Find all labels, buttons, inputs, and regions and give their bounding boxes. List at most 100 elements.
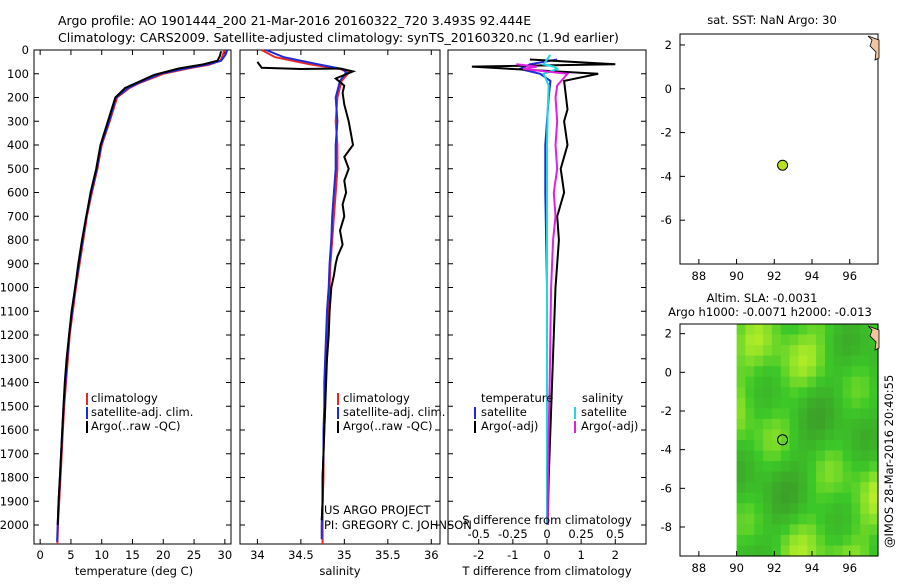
heatmap-cell (842, 440, 852, 452)
heatmap-cell (807, 355, 817, 367)
x-tick-label: -2 (473, 548, 484, 562)
heatmap-cell (736, 324, 746, 336)
series-line-s-satellite (541, 54, 560, 525)
heatmap-cell (825, 524, 835, 536)
heatmap-cell (789, 366, 799, 378)
heatmap-cell (798, 492, 808, 504)
legend-title-temperature: temperature (481, 391, 553, 405)
heatmap-cell (807, 366, 817, 378)
map-frame (679, 33, 879, 265)
x-tick-label: 30 (218, 548, 233, 562)
heatmap-cell (807, 429, 817, 441)
heatmap-cell (842, 397, 852, 409)
heatmap-cell (833, 461, 844, 473)
heatmap-cell (789, 471, 799, 483)
diff-s-xlabel: S difference from climatology (462, 513, 632, 527)
x-tick-label: 90 (729, 269, 744, 283)
heatmap-cell (789, 534, 799, 546)
heatmap-cell (851, 429, 861, 441)
heatmap-cell (789, 524, 799, 536)
heatmap-cell (745, 545, 755, 557)
heatmap-cell (780, 482, 791, 494)
salinity-legend: climatology satellite-adj. clim. Argo(..… (337, 391, 445, 433)
y-tick-label: 700 (7, 209, 29, 223)
s-tick-label: -0.25 (498, 527, 528, 541)
heatmap-cell (745, 324, 755, 336)
y-tick-label: 800 (7, 233, 29, 247)
heatmap-cell (736, 429, 746, 441)
heatmap-cell (789, 545, 799, 557)
heatmap-cell (754, 450, 764, 462)
heatmap-cell (780, 397, 791, 409)
heatmap-cell (869, 534, 879, 546)
heatmap-cell (842, 387, 852, 399)
x-tick-label: 90 (729, 561, 744, 575)
heatmap-cell (869, 524, 879, 536)
sst-map: 88 90 92 94 96 2 0 -2 -4 -6 (661, 33, 880, 283)
heatmap-cell (851, 408, 861, 420)
heatmap-cell (816, 324, 826, 336)
heatmap-cell (736, 355, 746, 367)
legend-label-climatology: climatology (91, 391, 158, 405)
heatmap-cell (833, 471, 844, 483)
heatmap-cell (754, 345, 764, 357)
heatmap-cell (869, 418, 879, 430)
heatmap-cell (798, 534, 808, 546)
heatmap-cell (833, 376, 844, 388)
heatmap-cell (780, 429, 791, 441)
heatmap-cell (798, 355, 808, 367)
heatmap-cell (754, 471, 764, 483)
heatmap-cell (860, 503, 870, 515)
legend-label-t-satellite: satellite (481, 405, 527, 419)
heatmap-cell (789, 397, 799, 409)
heatmap-cell (833, 503, 844, 515)
series-line-climatology (56, 49, 226, 545)
x-tick-label: 36 (424, 548, 439, 562)
heatmap-cell (798, 461, 808, 473)
y-tick-label: 2 (665, 38, 672, 52)
heatmap-cell (798, 387, 808, 399)
y-tick-label: 1200 (0, 328, 29, 342)
heatmap-cell (851, 492, 861, 504)
heatmap-cell (860, 376, 870, 388)
heatmap-cell (789, 345, 799, 357)
heatmap-cell (780, 534, 791, 546)
series-line-argo-raw-qc- (56, 50, 223, 526)
heatmap-cell (763, 376, 773, 388)
heatmap-cell (763, 545, 773, 557)
heatmap-cell (833, 545, 844, 557)
heatmap-cell (745, 524, 755, 536)
heatmap-cell (807, 534, 817, 546)
series-line-argo-raw-qc- (256, 61, 357, 521)
heatmap-cell (745, 461, 755, 473)
heatmap-cell (771, 418, 782, 430)
heatmap-cell (842, 492, 852, 504)
heatmap-cell (780, 492, 791, 504)
heatmap-cell (745, 387, 755, 399)
heatmap-cell (736, 440, 746, 452)
heatmap-cell (807, 345, 817, 357)
heatmap-cell (825, 492, 835, 504)
y-tick-label: 200 (7, 91, 29, 105)
heatmap-cell (789, 482, 799, 494)
heatmap-cell (789, 418, 799, 430)
heatmap-cell (736, 334, 746, 346)
coastline (867, 35, 880, 61)
heatmap-cell (754, 461, 764, 473)
heatmap-cell (851, 387, 861, 399)
heatmap-cell (842, 471, 852, 483)
heatmap-cell (745, 482, 755, 494)
heatmap-cell (780, 545, 791, 557)
heatmap-cell (825, 461, 835, 473)
heatmap-cell (736, 482, 746, 494)
heatmap-cell (842, 324, 852, 336)
heatmap-cell (833, 429, 844, 441)
legend-label-t-argo: Argo(-adj) (481, 419, 538, 433)
heatmap-cell (860, 387, 870, 399)
heatmap-cell (736, 408, 746, 420)
x-tick-label: 25 (187, 548, 202, 562)
heatmap-cell (798, 503, 808, 515)
heatmap-cell (807, 387, 817, 399)
heatmap-cell (789, 376, 799, 388)
